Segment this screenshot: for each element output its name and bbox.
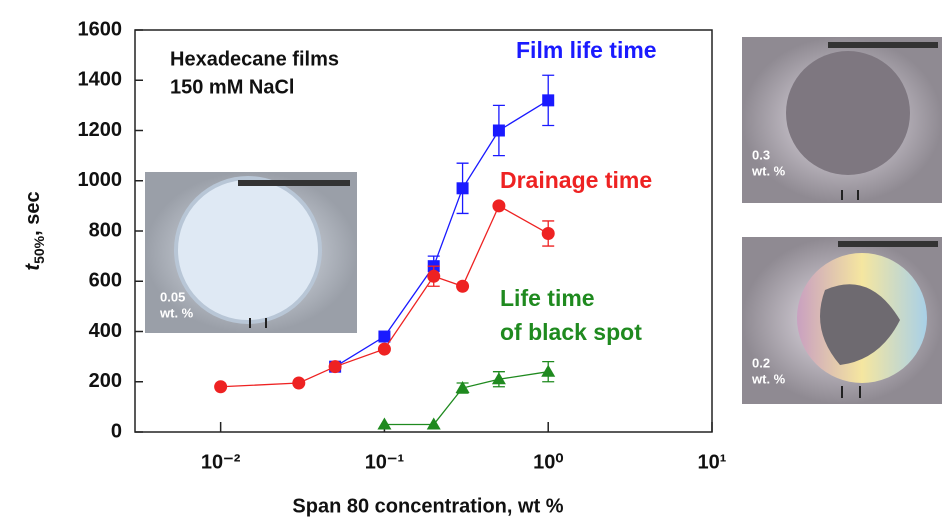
x-tick-label: 10⁻² [201,451,241,473]
y-tick-label: 1000 [78,169,123,191]
x-tick-label: 10⁰ [533,451,563,473]
marker [328,360,342,374]
marker [378,330,391,343]
marker [492,199,506,213]
inset-label: 0.3 [752,147,770,162]
marker [426,417,441,430]
series-line [384,371,549,426]
marker [542,94,555,107]
y-tick-label: 200 [89,370,122,392]
marker [492,124,505,137]
legend-label: Film life time [516,37,657,63]
y-tick-label: 1200 [78,119,123,141]
y-tick-label: 1400 [78,69,123,91]
y-label-subscript: 50% [31,235,47,264]
inset-photo: 0.05 wt. % [145,172,357,333]
inset-photo: 0.2 wt. % [742,237,942,404]
marker [456,182,469,195]
inset-photo: 0.3 wt. % [742,37,942,203]
series-line [334,99,549,368]
marker [491,372,506,385]
legend-label: Life time [500,285,595,311]
marker [292,376,306,390]
insets: 0.05 wt. % 0.3 wt. % 0.2 wt. % [145,37,942,404]
marker [541,227,555,241]
x-tick-label: 10⁻¹ [365,451,405,473]
inset-label: wt. % [751,163,786,178]
inset-label: wt. % [751,371,786,386]
y-tick-label: 0 [111,420,122,442]
annotation: Hexadecane films [170,48,339,70]
annotation: 150 mM NaCl [170,76,295,98]
x-tick-label: 10¹ [698,451,727,473]
y-tick-label: 1600 [78,18,123,40]
inset-label: 0.2 [752,355,770,370]
y-axis-label: t50%, sec [22,191,46,270]
y-tick-label: 400 [89,320,122,342]
marker [456,279,470,293]
y-tick-label: 600 [89,270,122,292]
marker [427,269,441,283]
y-label-symbol: t [22,263,44,271]
inset-label: 0.05 [160,289,185,304]
marker [377,342,391,356]
legend-label: Drainage time [500,167,652,193]
series-line [220,204,549,388]
inset-label: wt. % [159,305,194,320]
x-axis-label: Span 80 concentration, wt % [292,495,563,517]
marker [214,380,228,394]
marker [377,417,392,430]
marker [455,381,470,394]
legend-label: of black spot [500,319,642,345]
marker [541,364,556,377]
y-tick-label: 800 [89,219,122,241]
y-label-unit: , sec [22,191,44,235]
